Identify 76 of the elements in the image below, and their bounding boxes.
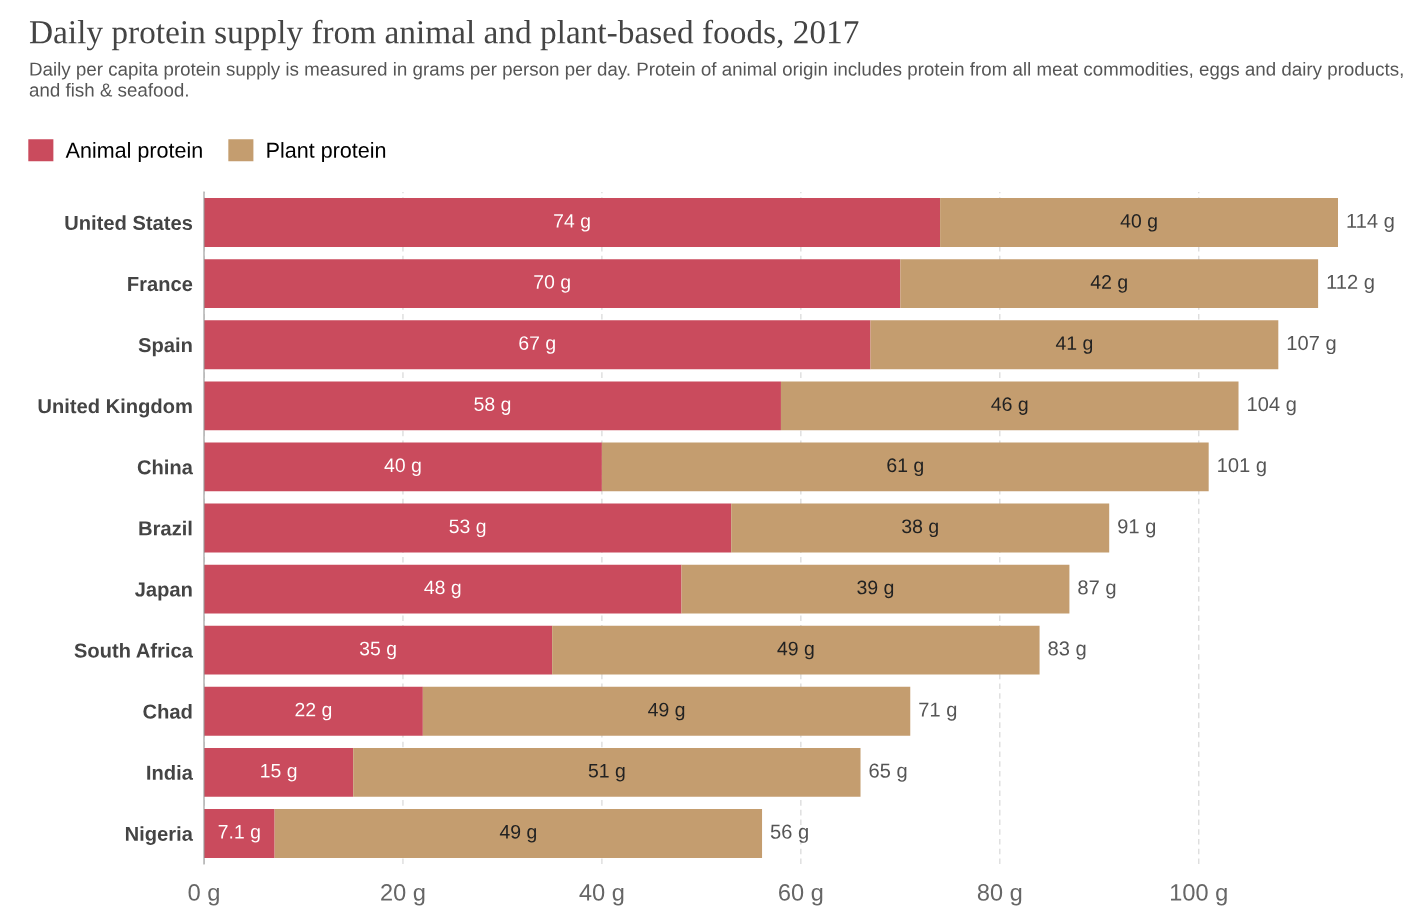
chart-subtitle: Daily per capita protein supply is measured in grams per person per day. Protein of animal origin includes protein from all meat commodities, eggs and dairy products, and fish & seafood. (29, 62, 1403, 97)
legend-label: Animal protein (65, 142, 202, 163)
data-label: 74 g (554, 214, 590, 232)
y-tick-label: India (147, 765, 194, 780)
bar (353, 747, 861, 797)
legend-label: Plant protein (267, 142, 386, 163)
total-label: 65 g (869, 763, 907, 782)
y-tick-label: South Africa (74, 642, 194, 658)
data-label: 40 g (1120, 214, 1157, 232)
y-tick-label: Nigeria (125, 826, 194, 846)
bar (204, 564, 682, 614)
bar (940, 198, 1338, 247)
data-label: 67 g (519, 336, 555, 354)
total-label: 91 g (1118, 519, 1156, 538)
bar (780, 381, 1239, 431)
bar (681, 564, 1070, 614)
y-tick-label: Brazil (139, 520, 192, 536)
data-label: 39 g (857, 580, 894, 599)
y-tick-label: United States (65, 215, 193, 231)
data-label: 15 g (261, 764, 297, 782)
x-tick-label: 20 g (381, 884, 425, 906)
bar (204, 259, 901, 309)
bar (422, 686, 911, 736)
total-label: 104 g (1248, 396, 1296, 416)
y-tick-label: Japan (135, 582, 192, 601)
total-label: 83 g (1048, 641, 1086, 660)
data-label: 35 g (359, 641, 396, 660)
data-label: 70 g (534, 275, 570, 293)
y-tick-label: Chad (143, 703, 192, 719)
data-label: 53 g (449, 519, 486, 538)
data-label: 49 g (499, 824, 537, 843)
data-label: 58 g (474, 397, 511, 415)
bar (204, 442, 602, 492)
data-label: 38 g (902, 519, 938, 538)
data-label: 49 g (777, 641, 814, 660)
bar (900, 259, 1319, 309)
x-tick-label: 80 g (977, 884, 1022, 906)
bar (204, 198, 941, 247)
total-label: 101 g (1218, 458, 1266, 477)
bar (731, 503, 1110, 553)
data-label: 42 g (1090, 275, 1127, 293)
x-tick-label: 60 g (779, 884, 823, 906)
bar (870, 320, 1279, 370)
bar (204, 320, 871, 370)
bar (601, 442, 1209, 492)
bar (274, 809, 763, 858)
y-tick-label: Spain (138, 337, 192, 357)
bar (204, 381, 781, 431)
data-label: 51 g (588, 764, 625, 782)
chart-title: Daily protein supply from animal and plant-based foods, 2017 (29, 19, 859, 51)
bar (204, 809, 275, 858)
y-tick-label: China (137, 459, 194, 475)
total-label: 71 g (919, 702, 957, 721)
data-label: 46 g (991, 397, 1028, 415)
data-label: 49 g (648, 702, 685, 721)
bar (204, 625, 553, 675)
x-tick-label: 0 g (188, 884, 219, 906)
total-label: 114 g (1347, 213, 1394, 232)
bar (204, 747, 354, 797)
data-label: 7.1 g (218, 825, 260, 843)
data-label: 41 g (1055, 336, 1093, 354)
data-label: 48 g (424, 580, 461, 599)
data-label: 40 g (384, 458, 421, 476)
total-label: 87 g (1078, 580, 1116, 599)
x-tick-label: 40 g (579, 884, 624, 906)
total-label: 56 g (770, 824, 808, 843)
total-label: 112 g (1327, 274, 1374, 294)
data-label: 61 g (887, 458, 923, 476)
x-tick-label: 100 g (1171, 884, 1227, 906)
total-label: 107 g (1287, 335, 1336, 355)
bar (552, 625, 1040, 675)
data-label: 22 g (295, 702, 332, 721)
bar (204, 686, 423, 736)
y-tick-label: France (128, 277, 193, 292)
bar (204, 503, 732, 553)
y-tick-label: United Kingdom (38, 398, 192, 418)
